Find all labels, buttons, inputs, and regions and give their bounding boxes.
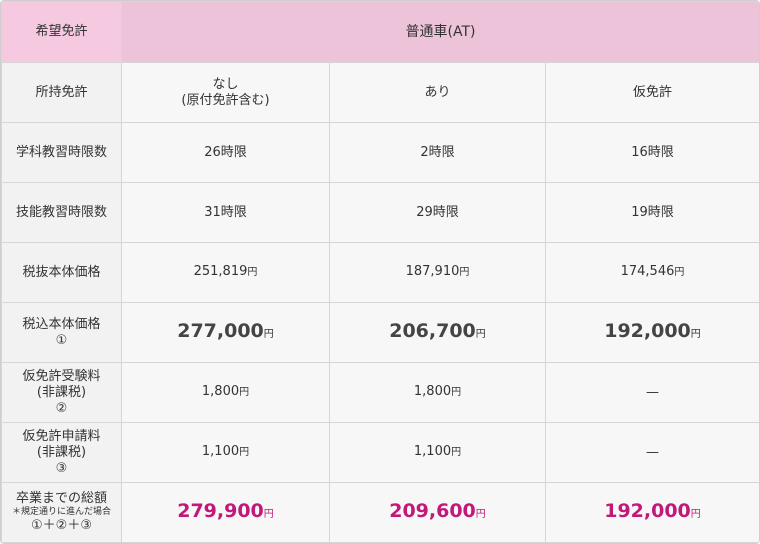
license-row-label: 所持免許: [1, 62, 122, 123]
apply-fee-value: —: [545, 422, 759, 483]
skills-value: 31時限: [121, 182, 330, 243]
desired-license-label: 希望免許: [1, 1, 122, 63]
taxin-amount: 192,000: [604, 319, 691, 342]
skills-row-label: 技能教習時限数: [1, 182, 122, 243]
yen-unit: 円: [475, 508, 486, 520]
apply-fee-row-label: 仮免許申請料 (非課税) ③: [1, 422, 122, 483]
taxin-value: 277,000円: [121, 302, 330, 363]
apply-fee-label-text: 仮免許申請料: [22, 428, 101, 444]
exam-fee-amount: 1,800: [413, 384, 452, 399]
apply-fee-amount: 1,100: [413, 444, 452, 459]
total-row: 卒業までの総額 ＊規定通りに進んだ場合 ①＋②＋③ 279,900円 209,6…: [1, 482, 759, 543]
yen-unit: 円: [475, 328, 486, 340]
yen-unit: 円: [239, 447, 250, 458]
total-value: 209,600円: [329, 482, 546, 543]
license-col-provisional: 仮免許: [545, 62, 759, 123]
yen-unit: 円: [459, 267, 470, 278]
total-amount: 279,900: [177, 499, 264, 522]
pretax-row: 税抜本体価格 251,819円 187,910円 174,546円: [1, 242, 759, 303]
total-note: ＊規定通りに進んだ場合: [11, 507, 111, 517]
apply-fee-value: 1,100円: [329, 422, 546, 483]
yen-unit: 円: [690, 328, 701, 340]
taxin-row: 税込本体価格 ① 277,000円 206,700円 192,000円: [1, 302, 759, 363]
pretax-value: 251,819円: [121, 242, 330, 303]
total-value: 279,900円: [121, 482, 330, 543]
header-row: 希望免許 普通車(AT): [1, 1, 759, 63]
total-formula: ①＋②＋③: [31, 518, 92, 533]
exam-fee-mark: ②: [55, 400, 68, 416]
exam-fee-sub: (非課税): [36, 384, 87, 400]
yen-unit: 円: [239, 387, 250, 398]
academic-row-label: 学科教習時限数: [1, 122, 122, 183]
pretax-value: 187,910円: [329, 242, 546, 303]
apply-fee-value: 1,100円: [121, 422, 330, 483]
apply-fee-sub: (非課税): [36, 444, 87, 460]
taxin-value: 206,700円: [329, 302, 546, 363]
academic-value: 16時限: [545, 122, 759, 183]
taxin-amount: 206,700: [389, 319, 476, 342]
license-col-none-line1: なし: [212, 76, 239, 92]
exam-fee-row: 仮免許受験料 (非課税) ② 1,800円 1,800円 —: [1, 362, 759, 423]
yen-unit: 円: [690, 508, 701, 520]
yen-unit: 円: [263, 508, 274, 520]
skills-row: 技能教習時限数 31時限 29時限 19時限: [1, 182, 759, 243]
pretax-amount: 251,819: [193, 264, 248, 279]
pretax-amount: 174,546: [620, 264, 675, 279]
exam-fee-value: 1,800円: [121, 362, 330, 423]
license-row: 所持免許 なし (原付免許含む) あり 仮免許: [1, 62, 759, 123]
exam-fee-label-text: 仮免許受験料: [22, 368, 101, 384]
pretax-amount: 187,910: [405, 264, 460, 279]
yen-unit: 円: [674, 267, 685, 278]
license-col-yes: あり: [329, 62, 546, 123]
yen-unit: 円: [263, 328, 274, 340]
exam-fee-row-label: 仮免許受験料 (非課税) ②: [1, 362, 122, 423]
academic-value: 2時限: [329, 122, 546, 183]
taxin-amount: 277,000: [177, 319, 264, 342]
yen-unit: 円: [451, 387, 462, 398]
apply-fee-mark: ③: [55, 460, 68, 476]
apply-fee-amount: 1,100: [201, 444, 240, 459]
yen-unit: 円: [451, 447, 462, 458]
academic-value: 26時限: [121, 122, 330, 183]
skills-value: 29時限: [329, 182, 546, 243]
total-value: 192,000円: [545, 482, 759, 543]
yen-unit: 円: [247, 267, 258, 278]
car-type-header: 普通車(AT): [121, 1, 759, 63]
skills-value: 19時限: [545, 182, 759, 243]
academic-row: 学科教習時限数 26時限 2時限 16時限: [1, 122, 759, 183]
license-col-none-line2: (原付免許含む): [181, 92, 270, 108]
pretax-value: 174,546円: [545, 242, 759, 303]
pretax-row-label: 税抜本体価格: [1, 242, 122, 303]
license-col-none: なし (原付免許含む): [121, 62, 330, 123]
apply-fee-row: 仮免許申請料 (非課税) ③ 1,100円 1,100円 —: [1, 422, 759, 483]
total-label-text: 卒業までの総額: [15, 491, 107, 506]
taxin-mark: ①: [55, 332, 68, 348]
taxin-row-label: 税込本体価格 ①: [1, 302, 122, 363]
exam-fee-value: 1,800円: [329, 362, 546, 423]
total-amount: 192,000: [604, 499, 691, 522]
exam-fee-amount: 1,800: [201, 384, 240, 399]
total-amount: 209,600: [389, 499, 476, 522]
total-row-label: 卒業までの総額 ＊規定通りに進んだ場合 ①＋②＋③: [1, 482, 122, 543]
exam-fee-value: —: [545, 362, 759, 423]
taxin-value: 192,000円: [545, 302, 759, 363]
taxin-label-text: 税込本体価格: [22, 316, 101, 332]
